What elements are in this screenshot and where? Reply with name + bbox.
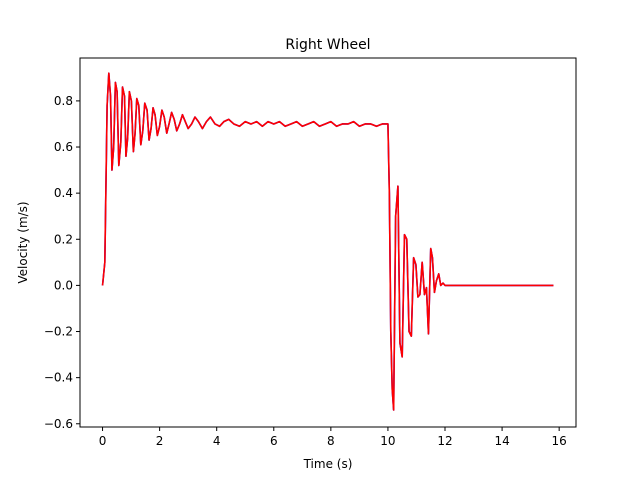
- chart-title: Right Wheel: [285, 37, 370, 53]
- y-tick-label: 0.0: [54, 278, 73, 292]
- y-tick-label: −0.2: [44, 325, 73, 339]
- plot-area: [79, 57, 577, 428]
- x-tick-label: 4: [213, 434, 221, 448]
- x-tick-label: 10: [380, 434, 395, 448]
- y-axis-ticks: −0.6 −0.4 −0.2 0.0 0.2 0.4 0.6 0.8: [44, 94, 80, 431]
- x-tick-label: 16: [552, 434, 567, 448]
- x-tick-label: 6: [270, 434, 278, 448]
- x-tick-label: 8: [327, 434, 335, 448]
- x-tick-label: 14: [494, 434, 509, 448]
- y-tick-label: 0.8: [54, 94, 73, 108]
- y-tick-label: −0.6: [44, 417, 73, 431]
- y-tick-label: 0.4: [54, 186, 73, 200]
- x-axis-label: Time (s): [303, 457, 353, 471]
- x-tick-label: 0: [99, 434, 107, 448]
- axes-frame: [79, 57, 577, 428]
- series-layer: [101, 72, 554, 411]
- x-tick-label: 12: [437, 434, 452, 448]
- x-axis-ticks: 0 2 4 6 8 10 12 14 16: [99, 427, 567, 448]
- y-tick-label: −0.4: [44, 371, 73, 385]
- y-tick-label: 0.6: [54, 140, 73, 154]
- series-line-1: [101, 72, 554, 411]
- x-tick-label: 2: [156, 434, 164, 448]
- axes-background: [80, 58, 576, 427]
- y-axis-label: Velocity (m/s): [16, 201, 30, 283]
- y-tick-label: 0.2: [54, 232, 73, 246]
